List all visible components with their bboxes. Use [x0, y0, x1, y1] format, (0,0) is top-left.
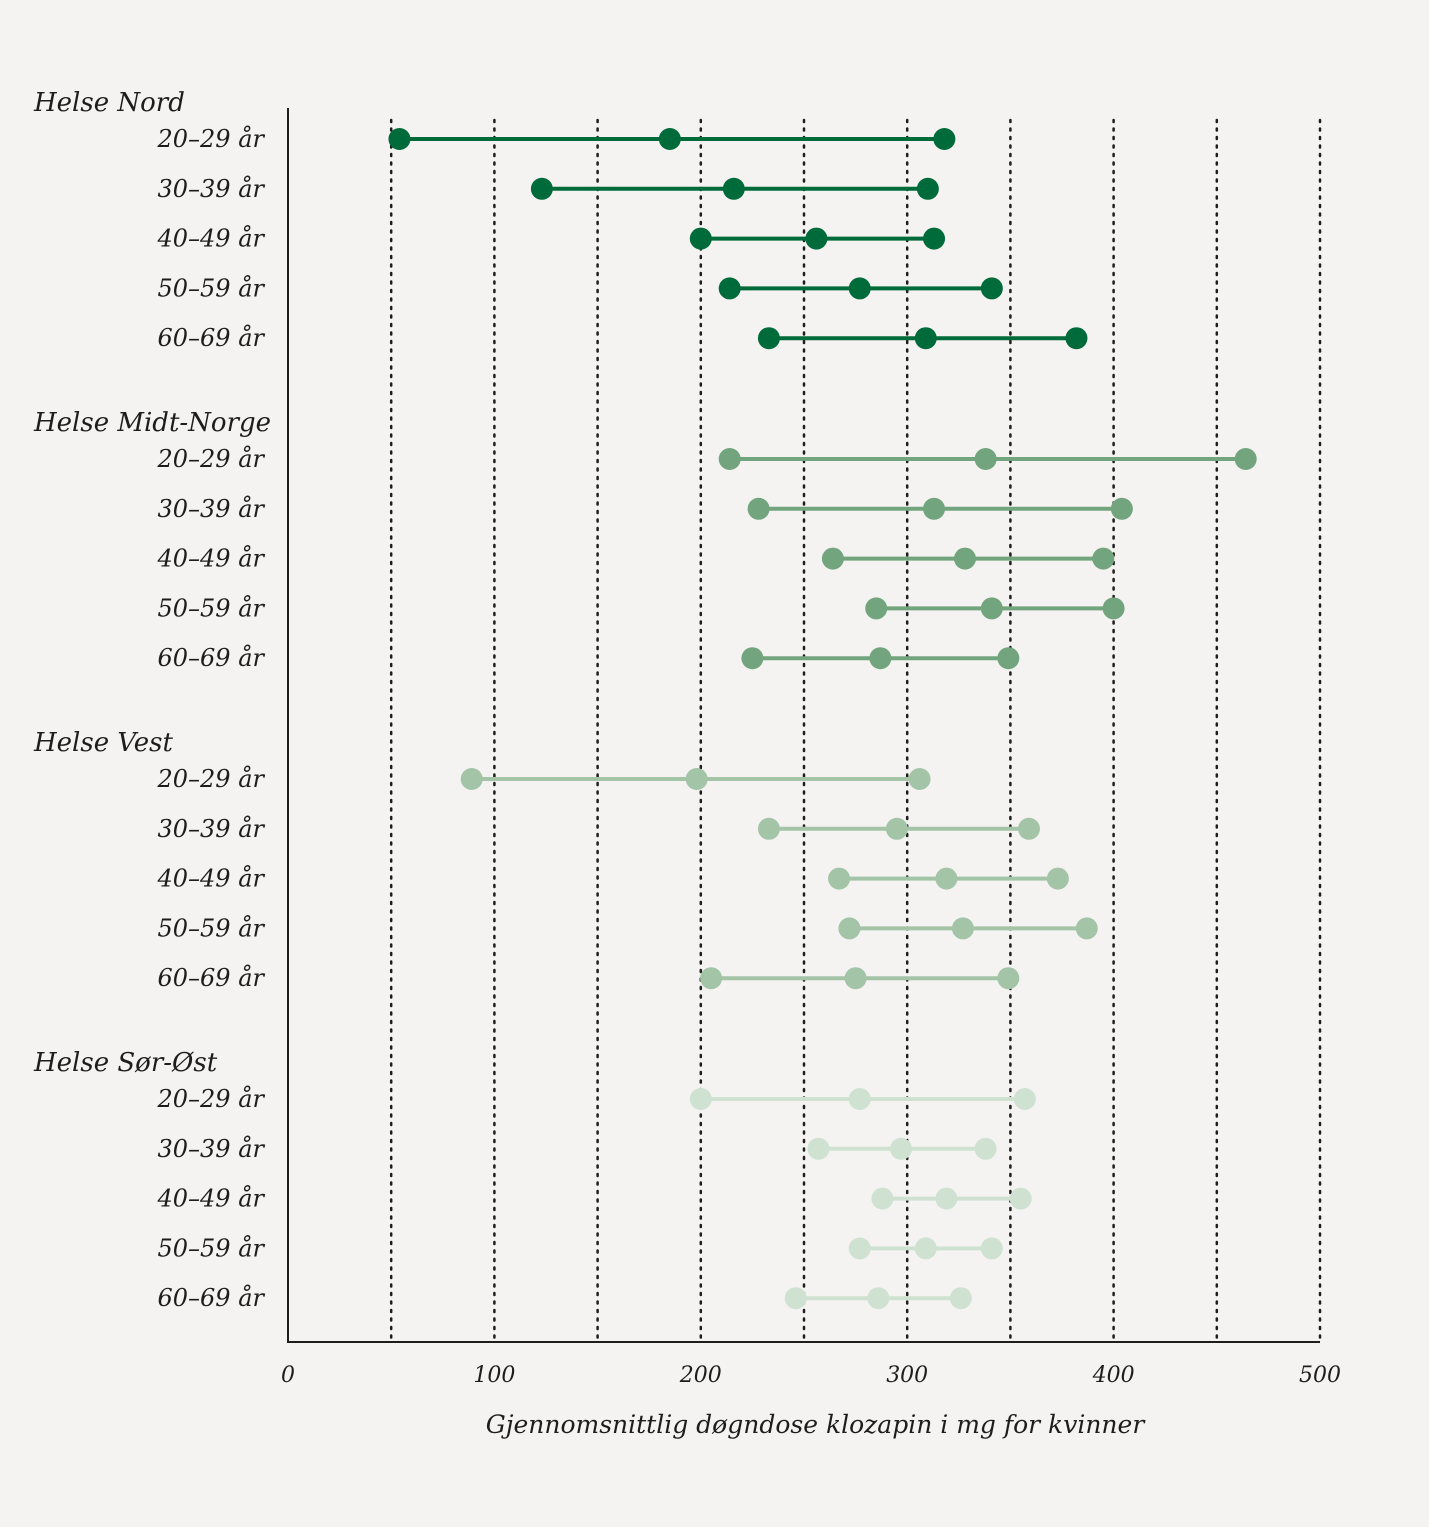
row-label: 30–39 år [158, 1134, 266, 1163]
data-point [685, 768, 708, 790]
data-point [1092, 547, 1115, 570]
row-label: 40–49 år [157, 864, 266, 893]
data-point [935, 867, 958, 890]
row-label: 30–39 år [158, 494, 266, 523]
data-point [949, 1287, 972, 1310]
labels-layer: Helse Nord 20–29 år 30–39 år 40–49 år 50–59 … [33, 88, 271, 1312]
x-axis-label: Gjennomsnittlig døgndose klozapin i mg f… [486, 1410, 1147, 1439]
row-label: 20–29 år [157, 124, 266, 153]
data-point [980, 597, 1003, 620]
data-point [997, 967, 1020, 990]
data-point [848, 1088, 871, 1110]
x-tick-label: 200 [679, 1363, 722, 1388]
row-label: 40–49 år [157, 1184, 266, 1213]
data-point [1065, 327, 1088, 350]
data-point [951, 917, 974, 940]
data-point [757, 817, 780, 840]
data-point [689, 227, 712, 250]
axes-layer: 0 100 200 300 400 500 [281, 108, 1341, 1388]
data-point [1017, 817, 1040, 840]
data-point [923, 227, 946, 250]
data-point [974, 448, 997, 470]
data-point [718, 277, 741, 300]
data-point [805, 227, 828, 250]
group-label: Helse Vest [33, 728, 173, 758]
data-point [997, 647, 1020, 670]
x-tick-label: 400 [1092, 1363, 1135, 1388]
data-point [1046, 867, 1069, 890]
data-point [1102, 597, 1125, 620]
data-point [388, 128, 411, 150]
data-point [867, 1287, 890, 1310]
row-label: 30–39 år [158, 814, 266, 843]
x-tick-label: 100 [473, 1363, 515, 1388]
group-label: Helse Sør-Øst [33, 1048, 218, 1078]
data-point [718, 448, 741, 470]
data-point [871, 1187, 894, 1210]
row-label: 60–69 år [158, 963, 266, 992]
data-point [885, 817, 908, 840]
data-point [1013, 1088, 1036, 1110]
data-point [700, 967, 723, 990]
row-label: 60–69 år [158, 1283, 266, 1312]
data-point [689, 1088, 712, 1110]
data-point [722, 177, 745, 200]
row-label: 50–59 år [158, 593, 266, 622]
group-label: Helse Midt-Norge [33, 408, 271, 438]
row-label: 20–29 år [157, 764, 266, 793]
data-point [974, 1137, 997, 1160]
row-label: 30–39 år [158, 174, 266, 203]
row-label: 50–59 år [158, 273, 266, 302]
row-label: 50–59 år [158, 913, 266, 942]
data-point [848, 277, 871, 300]
data-point [530, 177, 553, 200]
x-tick-label: 300 [886, 1363, 928, 1388]
grid-layer [389, 118, 1322, 1344]
data-point [953, 547, 976, 570]
x-tick-label: 500 [1299, 1363, 1341, 1388]
data-point [935, 1187, 958, 1210]
row-label: 40–49 år [157, 224, 266, 253]
data-point [838, 917, 861, 940]
data-point [908, 768, 931, 790]
data-point [980, 1237, 1003, 1260]
row-label: 20–29 år [157, 1084, 266, 1113]
data-point [916, 177, 939, 200]
data-point [933, 128, 956, 150]
data-point [658, 128, 681, 150]
data-point [807, 1137, 830, 1160]
data-point [869, 647, 892, 670]
data-point [784, 1287, 807, 1310]
data-point [460, 768, 483, 790]
data-point [848, 1237, 871, 1260]
group-label: Helse Nord [33, 88, 185, 118]
data-point [844, 967, 867, 990]
data-point [821, 547, 844, 570]
data-point [914, 1237, 937, 1260]
row-label: 60–69 år [158, 323, 266, 352]
data-point [747, 497, 770, 520]
row-label: 20–29 år [157, 444, 266, 473]
data-point [741, 647, 764, 670]
data-point [1075, 917, 1098, 940]
marks-layer [388, 128, 1257, 1310]
data-point [923, 497, 946, 520]
data-point [1110, 497, 1133, 520]
row-label: 60–69 år [158, 643, 266, 672]
data-point [980, 277, 1003, 300]
data-point [1234, 448, 1257, 470]
data-point [890, 1137, 913, 1160]
data-point [914, 327, 937, 350]
row-label: 50–59 år [158, 1233, 266, 1262]
row-label: 40–49 år [157, 544, 266, 573]
data-point [1009, 1187, 1032, 1210]
x-tick-label: 0 [281, 1363, 295, 1388]
data-point [757, 327, 780, 350]
data-point [828, 867, 851, 890]
data-point [865, 597, 888, 620]
